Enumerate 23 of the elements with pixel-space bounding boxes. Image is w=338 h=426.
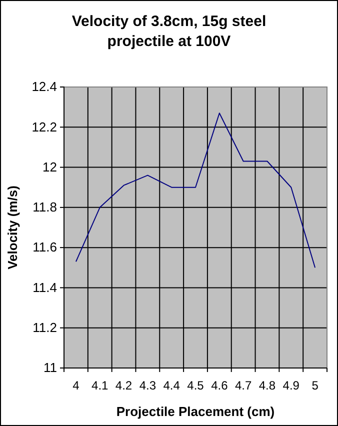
- x-tick-label: 4.2: [115, 378, 132, 393]
- x-axis-title: Projectile Placement (cm): [116, 404, 275, 419]
- x-tick-label: 4.3: [139, 378, 156, 393]
- x-tick-label: 4.1: [92, 378, 109, 393]
- y-tick-label: 11: [44, 360, 57, 376]
- x-tick-label: 4: [72, 378, 80, 393]
- chart-title: Velocity of 3.8cm, 15g steel projectile at 100V: [72, 13, 266, 50]
- x-tick-label: 4.8: [258, 378, 276, 393]
- y-tick-label: 11.6: [32, 240, 57, 255]
- y-tick-label: 11.2: [32, 320, 57, 336]
- x-tick-label: 4.5: [187, 378, 204, 393]
- x-tick-label: 4.9: [282, 378, 300, 393]
- y-tick-label: 11.8: [32, 200, 57, 215]
- y-tick-label: 11.4: [32, 280, 57, 295]
- x-tick-label: 4.6: [211, 378, 228, 393]
- x-tick-label: 4.7: [234, 378, 252, 393]
- y-tick-label: 12: [42, 159, 57, 174]
- y-axis-title: Velocity (m/s): [5, 186, 20, 270]
- line-series: [75, 112, 316, 268]
- x-tick-label: 5: [312, 378, 319, 393]
- y-tick-label: 12.4: [32, 79, 57, 94]
- y-tick-label: 12.2: [32, 119, 57, 134]
- x-tick-label: 4.4: [163, 378, 180, 393]
